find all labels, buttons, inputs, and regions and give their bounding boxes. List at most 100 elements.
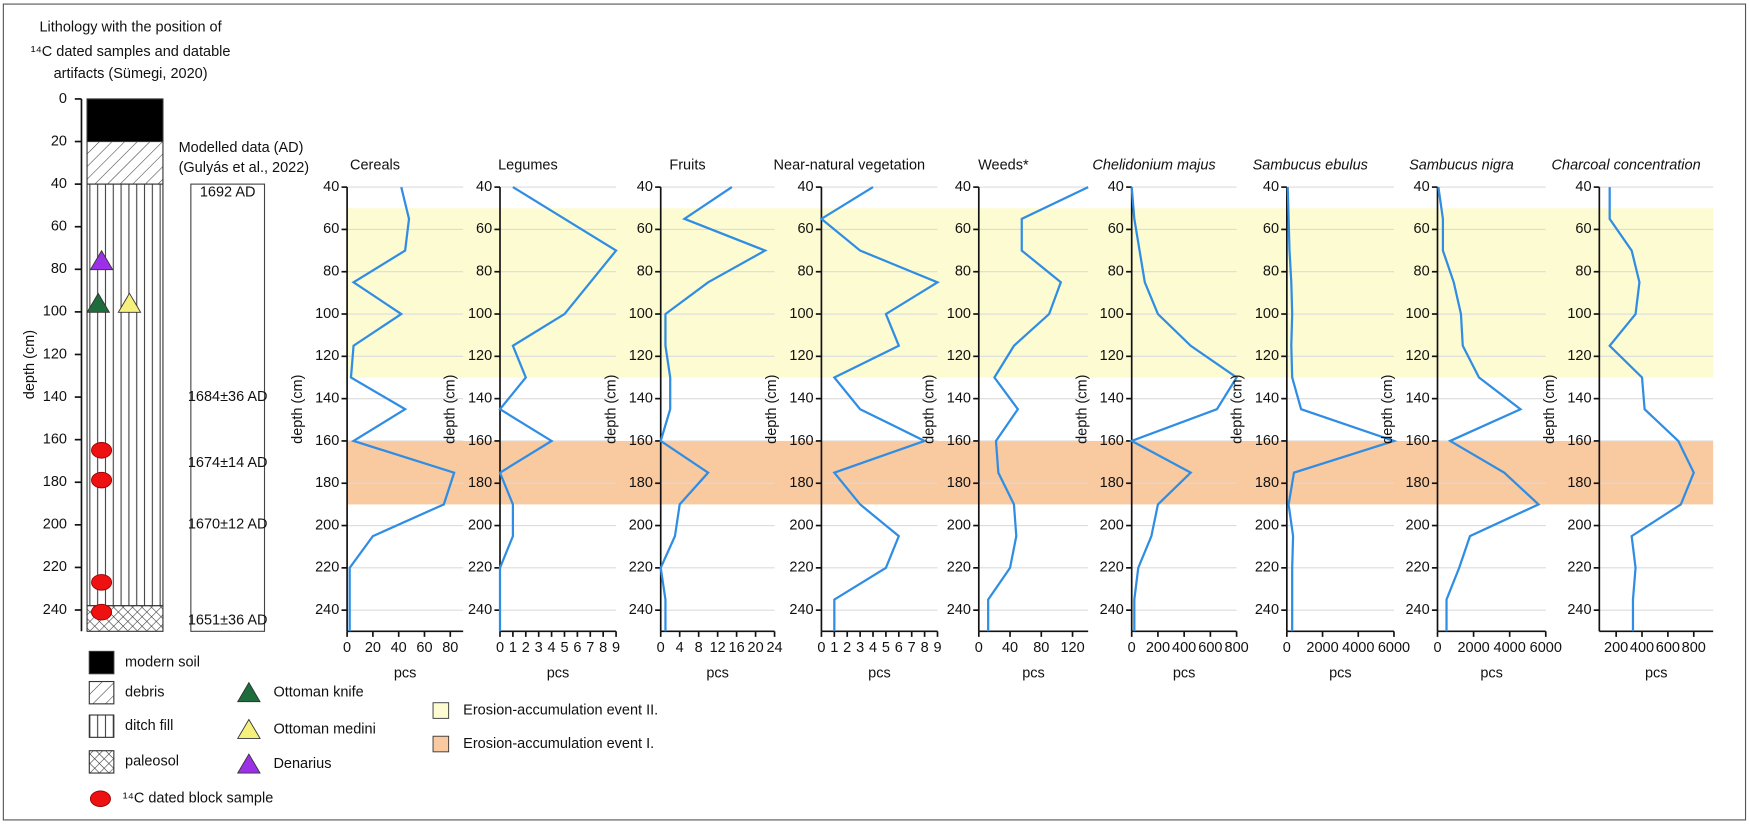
- lithology-layer: [86, 140, 164, 185]
- y-tick-label: 80: [1108, 264, 1124, 280]
- x-tick-label: 800: [1225, 640, 1249, 656]
- y-tick-label: 40: [955, 179, 971, 195]
- y-tick-label: 40: [797, 179, 813, 195]
- y-tick-label: 220: [789, 560, 813, 576]
- y-tick-label: 100: [468, 306, 492, 322]
- y-tick-label: 220: [43, 559, 67, 575]
- y-tick-label: 180: [947, 475, 971, 491]
- y-axis-label: depth (cm): [764, 375, 780, 444]
- y-axis-label: depth (cm): [22, 330, 38, 399]
- sample-marker: [91, 574, 113, 591]
- y-tick-label: 180: [1405, 475, 1429, 491]
- modelled-title: (Gulyás et al., 2022): [179, 160, 310, 176]
- x-axis-label: pcs: [394, 666, 417, 682]
- x-tick-label: 0: [1128, 640, 1136, 656]
- y-tick-label: 120: [789, 348, 813, 364]
- x-tick-label: 2000: [1306, 640, 1338, 656]
- y-tick-label: 120: [629, 348, 653, 364]
- x-tick-label: 0: [657, 640, 665, 656]
- y-tick-label: 160: [947, 433, 971, 449]
- panel-title: Chelidonium majus: [1092, 158, 1215, 174]
- legend-label: Ottoman medini: [273, 721, 375, 737]
- x-tick-label: 200: [1146, 640, 1170, 656]
- y-tick-label: 60: [797, 221, 813, 237]
- y-tick-label: 240: [315, 602, 339, 618]
- y-tick-label: 40: [1263, 179, 1279, 195]
- y-tick-label: 100: [315, 306, 339, 322]
- y-tick-label: 100: [1100, 306, 1124, 322]
- legend-swatch: [236, 753, 261, 774]
- legend-label: Denarius: [273, 756, 331, 772]
- x-tick-label: 9: [612, 640, 620, 656]
- y-axis-label: depth (cm): [290, 375, 306, 444]
- x-tick-label: 16: [729, 640, 745, 656]
- x-tick-label: 0: [496, 640, 504, 656]
- y-axis-label: depth (cm): [1542, 375, 1558, 444]
- y-tick-label: 140: [1405, 390, 1429, 406]
- y-tick-label: 220: [315, 560, 339, 576]
- y-tick-label: 160: [315, 433, 339, 449]
- y-tick-label: 240: [1100, 602, 1124, 618]
- legend-swatch: [89, 790, 111, 807]
- data-line: [659, 186, 768, 632]
- y-tick-label: 200: [468, 517, 492, 533]
- legend-swatch: [88, 650, 115, 675]
- y-tick-label: 60: [476, 221, 492, 237]
- y-tick-label: 220: [1100, 560, 1124, 576]
- x-tick-label: 400: [1630, 640, 1654, 656]
- y-tick-label: 100: [629, 306, 653, 322]
- y-tick-label: 80: [797, 264, 813, 280]
- y-tick-label: 120: [947, 348, 971, 364]
- legend-label: paleosol: [125, 754, 179, 770]
- x-axis-label: pcs: [1480, 666, 1503, 682]
- y-tick-label: 200: [1100, 517, 1124, 533]
- y-tick-label: 240: [1255, 602, 1279, 618]
- x-tick-label: 400: [1172, 640, 1196, 656]
- x-tick-label: 6: [895, 640, 903, 656]
- x-tick-label: 24: [766, 640, 782, 656]
- y-axis-label: depth (cm): [922, 375, 938, 444]
- x-axis-label: pcs: [1645, 666, 1668, 682]
- y-tick-label: 200: [629, 517, 653, 533]
- x-tick-label: 0: [1433, 640, 1441, 656]
- y-tick-label: 160: [1100, 433, 1124, 449]
- modelled-date: 1674±14 AD: [188, 455, 268, 471]
- y-tick-label: 60: [323, 221, 339, 237]
- x-tick-label: 4: [676, 640, 684, 656]
- y-tick-label: 160: [1405, 433, 1429, 449]
- x-tick-label: 1: [830, 640, 838, 656]
- panel-title: Weeds*: [978, 158, 1029, 174]
- y-tick-label: 140: [1567, 390, 1591, 406]
- x-tick-label: 2000: [1457, 640, 1489, 656]
- x-tick-label: 40: [391, 640, 407, 656]
- x-tick-label: 80: [442, 640, 458, 656]
- x-tick-label: 40: [1002, 640, 1018, 656]
- y-tick-label: 80: [1575, 264, 1591, 280]
- y-tick-label: 80: [1263, 264, 1279, 280]
- x-axis-label: pcs: [868, 666, 891, 682]
- y-tick-label: 240: [43, 602, 67, 618]
- y-tick-label: 180: [1100, 475, 1124, 491]
- y-tick-label: 180: [43, 474, 67, 490]
- y-tick-label: 140: [1255, 390, 1279, 406]
- y-tick-label: 80: [637, 264, 653, 280]
- lithology-title: Lithology with the position of: [39, 19, 222, 35]
- y-tick-label: 220: [1255, 560, 1279, 576]
- x-tick-label: 9: [933, 640, 941, 656]
- x-tick-label: 800: [1682, 640, 1706, 656]
- x-tick-label: 5: [882, 640, 890, 656]
- legend-swatch: [432, 702, 450, 719]
- y-tick-label: 180: [468, 475, 492, 491]
- artifact-marker: [117, 292, 142, 313]
- x-tick-label: 4: [548, 640, 556, 656]
- y-tick-label: 80: [955, 264, 971, 280]
- y-axis-label: depth (cm): [443, 375, 459, 444]
- y-tick-label: 120: [1100, 348, 1124, 364]
- y-tick-label: 80: [51, 261, 67, 277]
- x-tick-label: 6000: [1530, 640, 1562, 656]
- modelled-title: Modelled data (AD): [179, 140, 304, 156]
- x-tick-label: 8: [599, 640, 607, 656]
- y-tick-label: 220: [629, 560, 653, 576]
- lithology-title: artifacts (Sümegi, 2020): [54, 66, 208, 82]
